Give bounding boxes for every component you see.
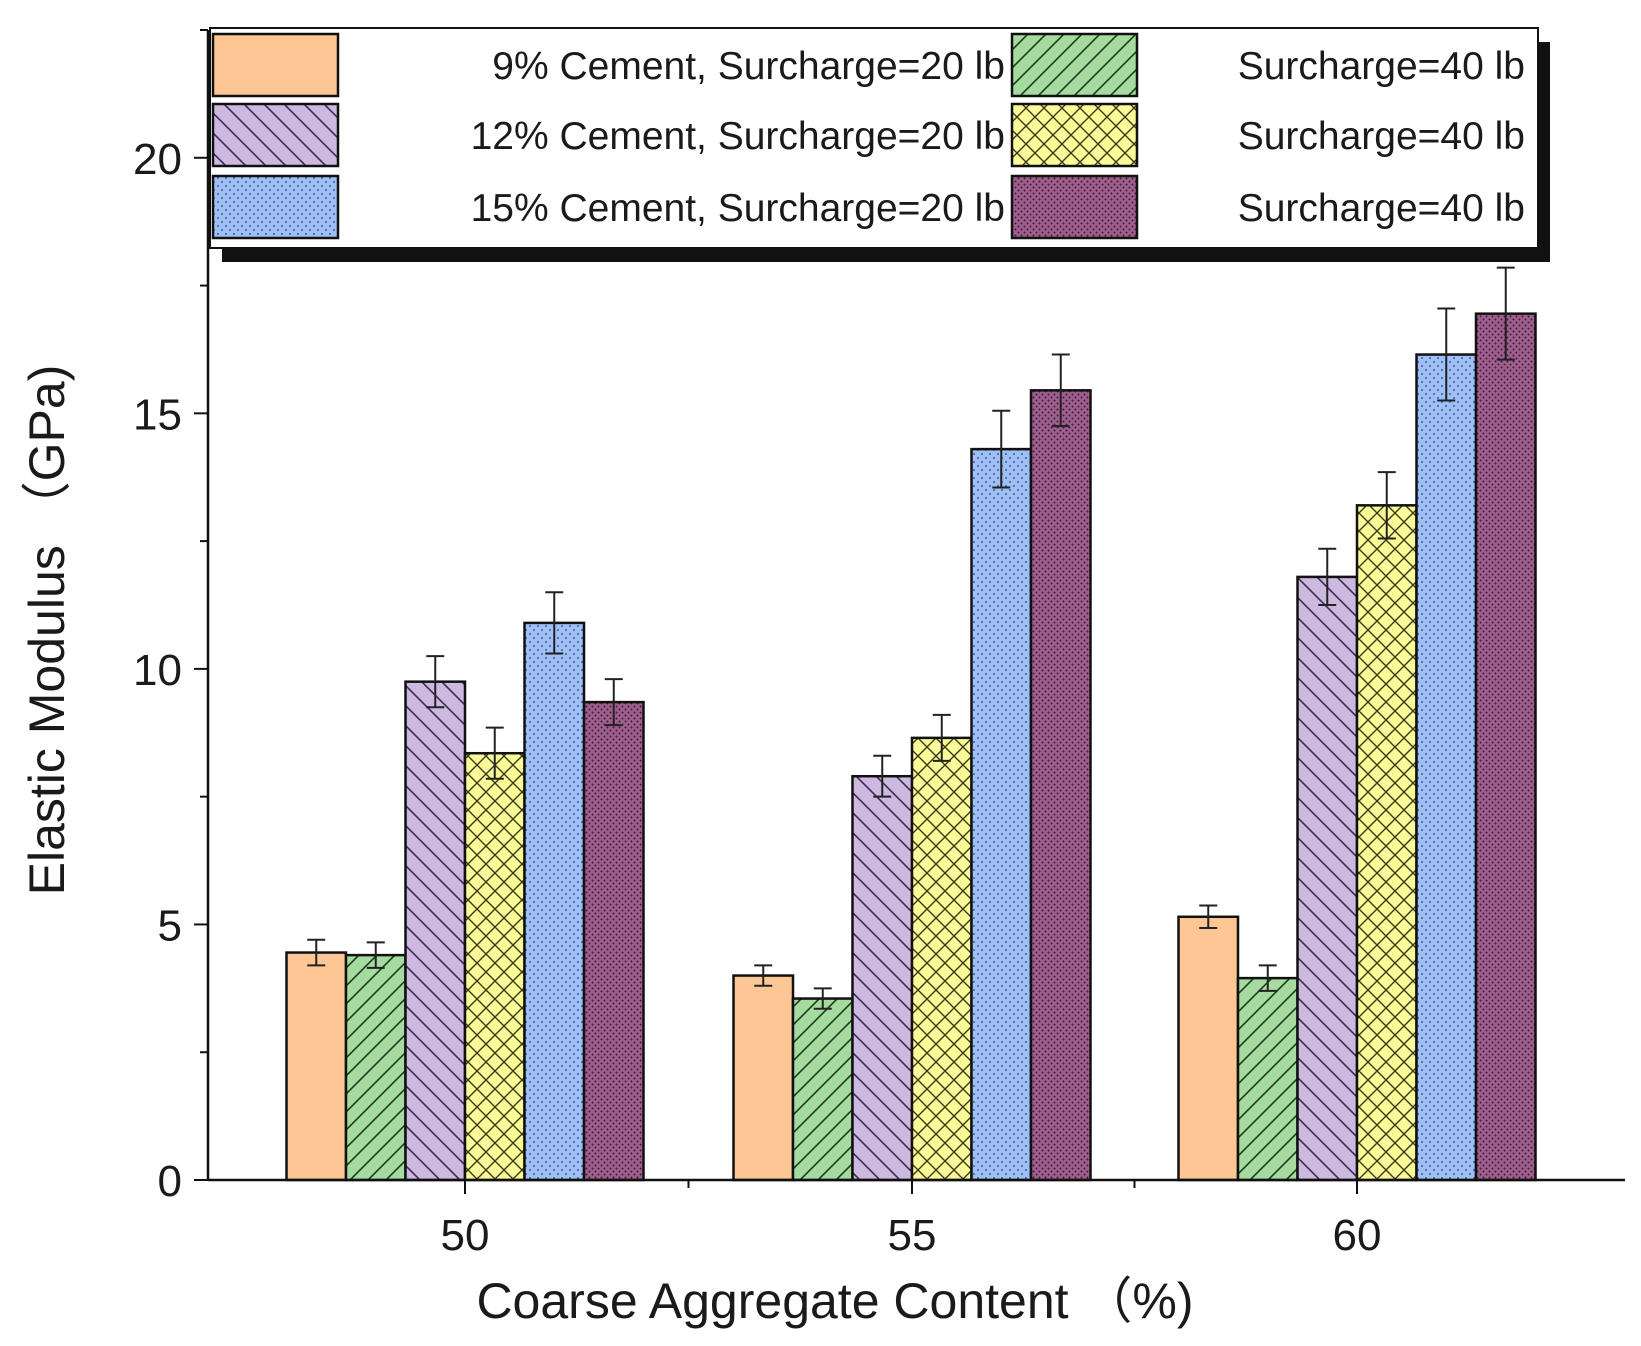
bar-series-3-cat-60 xyxy=(1296,575,1359,1182)
legend-label-1: 9% Cement, Surcharge=20 lb xyxy=(492,45,1005,88)
bar-series-2-cat-55 xyxy=(791,997,854,1182)
bar-series-3-cat-55 xyxy=(851,774,914,1182)
bar-series-2-cat-50 xyxy=(344,953,407,1182)
error-bar-series-1-cat-60 xyxy=(1199,904,1218,930)
error-bar-series-2-cat-50 xyxy=(366,941,385,969)
error-bar-series-3-cat-50 xyxy=(426,655,445,709)
error-bar-series-5-cat-50 xyxy=(545,591,564,655)
error-bar-series-3-cat-60 xyxy=(1318,547,1337,606)
x-tick-label: 50 xyxy=(441,1211,490,1260)
legend-label-4: Surcharge=40 lb xyxy=(1238,115,1525,158)
bar-series-4-cat-50 xyxy=(463,751,526,1182)
error-bar-series-2-cat-55 xyxy=(813,987,832,1010)
bar-series-6-cat-55 xyxy=(1029,389,1092,1182)
legend: 9% Cement, Surcharge=20 lb Surcharge=40 l… xyxy=(209,27,1550,262)
bar-series-1-cat-50 xyxy=(285,951,348,1182)
bar-series-1-cat-55 xyxy=(732,974,795,1182)
legend-swatch-3 xyxy=(211,102,340,168)
error-bar-series-5-cat-60 xyxy=(1437,307,1456,402)
legend-swatch-5 xyxy=(211,174,340,240)
error-bar-series-2-cat-60 xyxy=(1258,964,1277,992)
y-tick-label: 10 xyxy=(133,646,182,695)
error-bar-series-4-cat-50 xyxy=(485,726,504,780)
bar-series-2-cat-60 xyxy=(1236,976,1299,1182)
bar-series-3-cat-50 xyxy=(404,680,467,1182)
legend-swatch-2 xyxy=(1010,32,1139,98)
bar-series-5-cat-50 xyxy=(523,621,586,1182)
bar-series-4-cat-60 xyxy=(1355,504,1418,1182)
bar-series-5-cat-60 xyxy=(1415,353,1478,1182)
bar-series-6-cat-60 xyxy=(1474,312,1537,1182)
legend-swatch-4 xyxy=(1010,102,1139,168)
legend-swatch-1 xyxy=(211,32,340,98)
x-axis-label: Coarse Aggregate Content （%) xyxy=(476,1273,1193,1329)
bar-series-1-cat-60 xyxy=(1177,915,1240,1182)
error-bar-series-4-cat-60 xyxy=(1377,471,1396,540)
bar-series-4-cat-55 xyxy=(910,736,973,1182)
error-bar-series-6-cat-55 xyxy=(1051,353,1070,428)
error-bar-series-1-cat-50 xyxy=(307,938,326,967)
legend-frame xyxy=(209,27,1539,249)
x-tick-label: 55 xyxy=(888,1211,937,1260)
legend-label-3: 12% Cement, Surcharge=20 lb xyxy=(471,115,1005,158)
legend-label-5: 15% Cement, Surcharge=20 lb xyxy=(471,187,1005,230)
error-bar-series-4-cat-55 xyxy=(932,713,951,762)
y-tick-label: 5 xyxy=(158,901,182,950)
y-tick-label: 20 xyxy=(133,135,182,184)
x-tick-label: 60 xyxy=(1333,1211,1382,1260)
legend-label-6: Surcharge=40 lb xyxy=(1238,187,1525,230)
axes-layer: 0 5 10 15 20 50 55 60 xyxy=(133,29,1625,1260)
y-axis-label: Elastic Modulus （GPa) xyxy=(19,365,75,896)
error-bar-series-3-cat-55 xyxy=(873,754,892,798)
y-tick-label: 15 xyxy=(133,390,182,439)
y-tick-label: 0 xyxy=(158,1157,182,1206)
bar-series-5-cat-55 xyxy=(970,447,1033,1182)
bar-series-6-cat-50 xyxy=(582,700,645,1182)
error-bar-series-1-cat-55 xyxy=(754,964,773,987)
error-bar-series-6-cat-50 xyxy=(604,678,623,727)
legend-label-2: Surcharge=40 lb xyxy=(1238,45,1525,88)
bars-layer xyxy=(285,266,1537,1182)
legend-swatch-6 xyxy=(1010,174,1139,240)
error-bar-series-5-cat-55 xyxy=(992,409,1011,489)
error-bar-series-6-cat-60 xyxy=(1496,266,1515,361)
